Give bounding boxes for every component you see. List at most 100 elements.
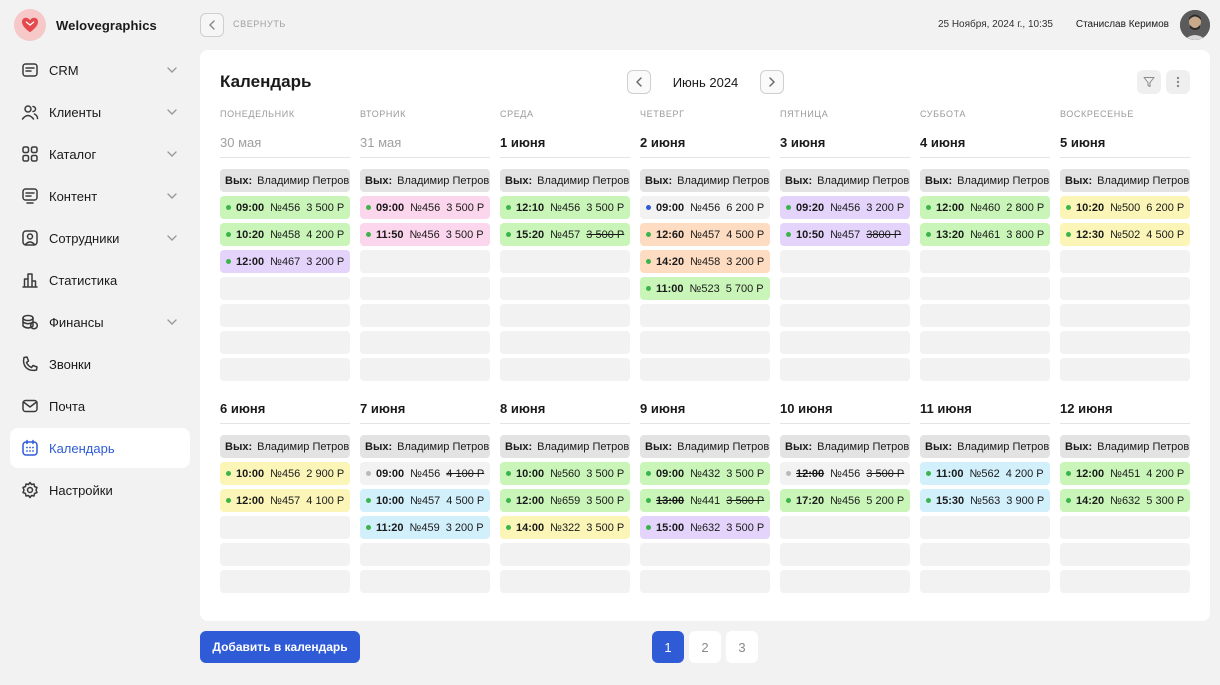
calendar-event[interactable]: 12:00 №457 4 100 Р	[220, 489, 350, 512]
empty-slot[interactable]	[780, 250, 910, 273]
brand-logo[interactable]: Welovegraphics	[14, 9, 157, 41]
empty-slot[interactable]	[220, 570, 350, 593]
chevron-down-icon[interactable]	[166, 64, 178, 76]
empty-slot[interactable]	[220, 516, 350, 539]
page-button[interactable]: 2	[689, 631, 721, 663]
empty-slot[interactable]	[220, 331, 350, 354]
empty-slot[interactable]	[920, 570, 1050, 593]
calendar-event[interactable]: 13:20 №461 3 800 Р	[920, 223, 1050, 246]
chevron-down-icon[interactable]	[166, 232, 178, 244]
empty-slot[interactable]	[920, 304, 1050, 327]
sidebar-item[interactable]: CRM	[10, 50, 190, 90]
next-month-button[interactable]	[760, 70, 784, 94]
day-off-slot[interactable]: Вых: Владимир Петров	[220, 169, 350, 192]
calendar-event[interactable]: 09:20 №456 3 200 Р	[780, 196, 910, 219]
calendar-event[interactable]: 10:50 №457 3800 Р	[780, 223, 910, 246]
empty-slot[interactable]	[780, 331, 910, 354]
calendar-event[interactable]: 12:00 №456 3 500 Р	[780, 462, 910, 485]
day-off-slot[interactable]: Вых: Владимир Петров	[500, 435, 630, 458]
calendar-event[interactable]: 09:00 №456 3 500 Р	[360, 196, 490, 219]
day-off-slot[interactable]: Вых: Владимир Петров	[780, 435, 910, 458]
calendar-event[interactable]: 11:20 №459 3 200 Р	[360, 516, 490, 539]
empty-slot[interactable]	[360, 570, 490, 593]
calendar-event[interactable]: 09:00 №456 3 500 Р	[220, 196, 350, 219]
day-off-slot[interactable]: Вых: Владимир Петров	[1060, 435, 1190, 458]
empty-slot[interactable]	[360, 331, 490, 354]
empty-slot[interactable]	[640, 358, 770, 381]
chevron-down-icon[interactable]	[166, 106, 178, 118]
calendar-event[interactable]: 12:00 №451 4 200 Р	[1060, 462, 1190, 485]
empty-slot[interactable]	[500, 543, 630, 566]
empty-slot[interactable]	[1060, 250, 1190, 273]
day-off-slot[interactable]: Вых: Владимир Петров	[640, 169, 770, 192]
empty-slot[interactable]	[640, 543, 770, 566]
empty-slot[interactable]	[920, 543, 1050, 566]
sidebar-item[interactable]: Настройки	[10, 470, 190, 510]
empty-slot[interactable]	[500, 570, 630, 593]
calendar-event[interactable]: 14:20 №632 5 300 Р	[1060, 489, 1190, 512]
empty-slot[interactable]	[360, 304, 490, 327]
calendar-event[interactable]: 17:20 №456 5 200 Р	[780, 489, 910, 512]
sidebar-item[interactable]: Почта	[10, 386, 190, 426]
empty-slot[interactable]	[500, 277, 630, 300]
calendar-event[interactable]: 12:00 №460 2 800 Р	[920, 196, 1050, 219]
calendar-event[interactable]: 15:20 №457 3 500 Р	[500, 223, 630, 246]
empty-slot[interactable]	[360, 277, 490, 300]
empty-slot[interactable]	[780, 543, 910, 566]
sidebar-item[interactable]: Звонки	[10, 344, 190, 384]
sidebar-item[interactable]: Статистика	[10, 260, 190, 300]
empty-slot[interactable]	[220, 304, 350, 327]
empty-slot[interactable]	[780, 516, 910, 539]
day-off-slot[interactable]: Вых: Владимир Петров	[640, 435, 770, 458]
sidebar-item[interactable]: Контент	[10, 176, 190, 216]
calendar-event[interactable]: 10:00 №457 4 500 Р	[360, 489, 490, 512]
empty-slot[interactable]	[920, 516, 1050, 539]
collapse-sidebar-button[interactable]	[200, 13, 224, 37]
empty-slot[interactable]	[1060, 331, 1190, 354]
calendar-event[interactable]: 11:00 №562 4 200 Р	[920, 462, 1050, 485]
filter-button[interactable]	[1137, 70, 1161, 94]
calendar-event[interactable]: 09:00 №456 6 200 Р	[640, 196, 770, 219]
add-to-calendar-button[interactable]: Добавить в календарь	[200, 631, 360, 663]
collapse-label[interactable]: СВЕРНУТЬ	[233, 19, 286, 29]
calendar-event[interactable]: 12:00 №467 3 200 Р	[220, 250, 350, 273]
empty-slot[interactable]	[640, 331, 770, 354]
empty-slot[interactable]	[360, 250, 490, 273]
calendar-event[interactable]: 10:00 №560 3 500 Р	[500, 462, 630, 485]
calendar-event[interactable]: 14:00 №322 3 500 Р	[500, 516, 630, 539]
empty-slot[interactable]	[220, 277, 350, 300]
empty-slot[interactable]	[640, 304, 770, 327]
empty-slot[interactable]	[920, 331, 1050, 354]
empty-slot[interactable]	[500, 331, 630, 354]
day-off-slot[interactable]: Вых: Владимир Петров	[1060, 169, 1190, 192]
empty-slot[interactable]	[920, 250, 1050, 273]
page-button[interactable]: 3	[726, 631, 758, 663]
empty-slot[interactable]	[1060, 304, 1190, 327]
prev-month-button[interactable]	[627, 70, 651, 94]
empty-slot[interactable]	[1060, 570, 1190, 593]
empty-slot[interactable]	[1060, 358, 1190, 381]
empty-slot[interactable]	[220, 543, 350, 566]
calendar-event[interactable]: 12:30 №502 4 500 Р	[1060, 223, 1190, 246]
chevron-down-icon[interactable]	[166, 316, 178, 328]
calendar-event[interactable]: 11:00 №523 5 700 Р	[640, 277, 770, 300]
sidebar-item[interactable]: Финансы	[10, 302, 190, 342]
empty-slot[interactable]	[780, 304, 910, 327]
calendar-event[interactable]: 10:20 №500 6 200 Р	[1060, 196, 1190, 219]
empty-slot[interactable]	[920, 358, 1050, 381]
more-options-button[interactable]	[1166, 70, 1190, 94]
empty-slot[interactable]	[1060, 543, 1190, 566]
calendar-event[interactable]: 11:50 №456 3 500 Р	[360, 223, 490, 246]
empty-slot[interactable]	[500, 358, 630, 381]
empty-slot[interactable]	[1060, 516, 1190, 539]
sidebar-item[interactable]: Клиенты	[10, 92, 190, 132]
empty-slot[interactable]	[780, 358, 910, 381]
empty-slot[interactable]	[640, 570, 770, 593]
calendar-event[interactable]: 14:20 №458 3 200 Р	[640, 250, 770, 273]
sidebar-item[interactable]: Сотрудники	[10, 218, 190, 258]
day-off-slot[interactable]: Вых: Владимир Петров	[920, 169, 1050, 192]
user-name[interactable]: Станислав Керимов	[1075, 19, 1169, 30]
empty-slot[interactable]	[360, 543, 490, 566]
day-off-slot[interactable]: Вых: Владимир Петров	[500, 169, 630, 192]
empty-slot[interactable]	[1060, 277, 1190, 300]
